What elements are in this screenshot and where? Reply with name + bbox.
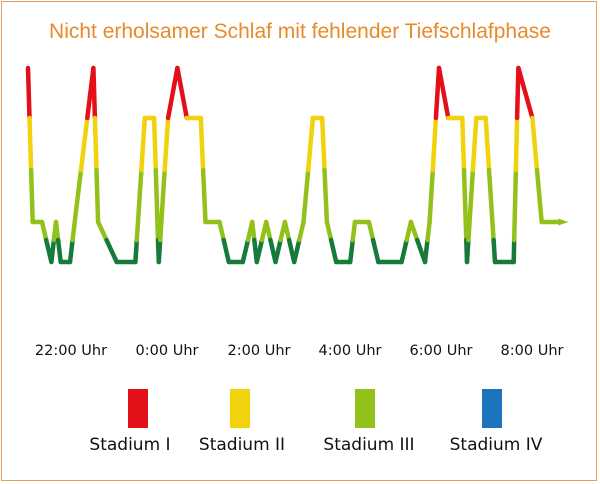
x-tick-label: 4:00 Uhr bbox=[318, 343, 382, 359]
hypnogram-segment bbox=[282, 219, 292, 243]
x-tick-label: 8:00 Uhr bbox=[500, 343, 564, 359]
hypnogram-segment bbox=[461, 167, 469, 243]
hypnogram-segment bbox=[55, 237, 63, 265]
hypnogram-segment bbox=[254, 237, 265, 265]
hypnogram-segment bbox=[151, 115, 159, 173]
legend-swatch-stadium-4 bbox=[482, 389, 502, 428]
hypnogram-segment bbox=[297, 219, 306, 243]
hypnogram-segment bbox=[134, 167, 144, 243]
hypnogram-segment bbox=[72, 167, 84, 225]
hypnogram-segment bbox=[427, 167, 436, 225]
hypnogram-segment bbox=[78, 115, 90, 173]
hypnogram-segment bbox=[273, 237, 283, 265]
x-tick-label: 6:00 Uhr bbox=[409, 343, 473, 359]
hypnogram-segment bbox=[67, 237, 75, 265]
hypnogram-segment bbox=[460, 115, 467, 173]
hypnogram-segment bbox=[511, 237, 517, 265]
hypnogram-segment bbox=[328, 237, 339, 265]
hypnogram-segment bbox=[483, 115, 492, 173]
hypnogram-segment bbox=[408, 219, 420, 243]
hypnogram-segment bbox=[200, 167, 208, 225]
hypnogram-segment bbox=[240, 237, 251, 265]
hypnogram-segment bbox=[534, 167, 544, 225]
legend-label-stadium-3: Stadium III bbox=[323, 435, 415, 455]
hypnogram-segment bbox=[422, 237, 430, 265]
hypnogram-segment bbox=[513, 115, 520, 173]
hypnogram-segment bbox=[139, 115, 148, 173]
hypnogram-segment bbox=[430, 115, 439, 173]
hypnogram-segment bbox=[95, 219, 109, 243]
hypnogram-segment bbox=[217, 219, 226, 243]
hypnogram-segment bbox=[491, 237, 498, 265]
hypnogram-segment bbox=[470, 115, 479, 173]
hypnogram-segment bbox=[291, 237, 302, 265]
hypnogram-segment bbox=[370, 237, 381, 265]
chart-title: Nicht erholsamer Schlaf mit fehlender Ti… bbox=[49, 20, 551, 43]
hypnogram-segment bbox=[305, 115, 316, 173]
legend-label-stadium-4: Stadium IV bbox=[449, 435, 543, 455]
x-tick-label: 0:00 Uhr bbox=[135, 343, 199, 359]
hypnogram-segment bbox=[514, 65, 521, 121]
hypnogram-segment bbox=[53, 219, 61, 243]
hypnogram-segment bbox=[436, 65, 451, 121]
legend-swatch-stadium-3 bbox=[355, 389, 375, 428]
hypnogram-segment bbox=[511, 167, 519, 243]
legend-swatch-stadium-1 bbox=[128, 389, 148, 428]
hypnogram-segment bbox=[466, 167, 476, 243]
hypnogram-segment bbox=[319, 115, 327, 173]
hypnogram-segment bbox=[94, 167, 101, 225]
hypnogram-segment bbox=[322, 167, 330, 225]
hypnogram-segment bbox=[28, 167, 35, 225]
hypnogram-segment bbox=[350, 219, 358, 243]
x-tick-label: 2:00 Uhr bbox=[227, 343, 291, 359]
hypnogram-segment bbox=[263, 219, 273, 243]
hypnogram-segment bbox=[156, 237, 163, 265]
hypnogram-segment bbox=[165, 65, 180, 121]
hypnogram-segment bbox=[27, 115, 34, 173]
hypnogram-segment bbox=[486, 167, 496, 243]
hypnogram-segment bbox=[324, 219, 334, 243]
hypnogram-segment bbox=[425, 219, 432, 243]
hypnogram-segment bbox=[399, 237, 409, 265]
hypnogram-segment bbox=[104, 237, 119, 265]
hypnogram-plot bbox=[25, 65, 569, 265]
legend-label-stadium-2: Stadium II bbox=[198, 435, 286, 455]
hypnogram-segment bbox=[198, 115, 206, 173]
hypnogram-segment bbox=[301, 167, 311, 225]
hypnogram-segment bbox=[221, 237, 232, 265]
hypnogram-segment bbox=[91, 65, 98, 121]
hypnogram-end-arrow bbox=[558, 218, 569, 226]
hypnogram-segment bbox=[92, 115, 99, 173]
hypnogram-segment bbox=[25, 65, 32, 121]
hypnogram-segment bbox=[49, 237, 57, 265]
hypnogram-segment bbox=[39, 219, 49, 243]
hypnogram-segment bbox=[366, 219, 376, 243]
hypnogram-segment bbox=[70, 219, 77, 243]
hypnogram-segment bbox=[464, 237, 471, 265]
hypnogram-segment bbox=[530, 115, 540, 173]
hypnogram-segment bbox=[162, 115, 171, 173]
hypnogram-segment bbox=[153, 167, 161, 243]
hypnogram-segment bbox=[249, 219, 257, 243]
legend-label-stadium-1: Stadium I bbox=[89, 435, 171, 455]
hypnogram-segment bbox=[516, 65, 535, 121]
hypnogram-segment bbox=[133, 237, 140, 265]
x-tick-label: 22:00 Uhr bbox=[34, 343, 108, 359]
hypnogram-segment bbox=[347, 237, 356, 265]
hypnogram-segment bbox=[157, 167, 167, 243]
legend-swatch-stadium-2 bbox=[230, 389, 250, 428]
hypnogram-segment bbox=[175, 65, 190, 121]
